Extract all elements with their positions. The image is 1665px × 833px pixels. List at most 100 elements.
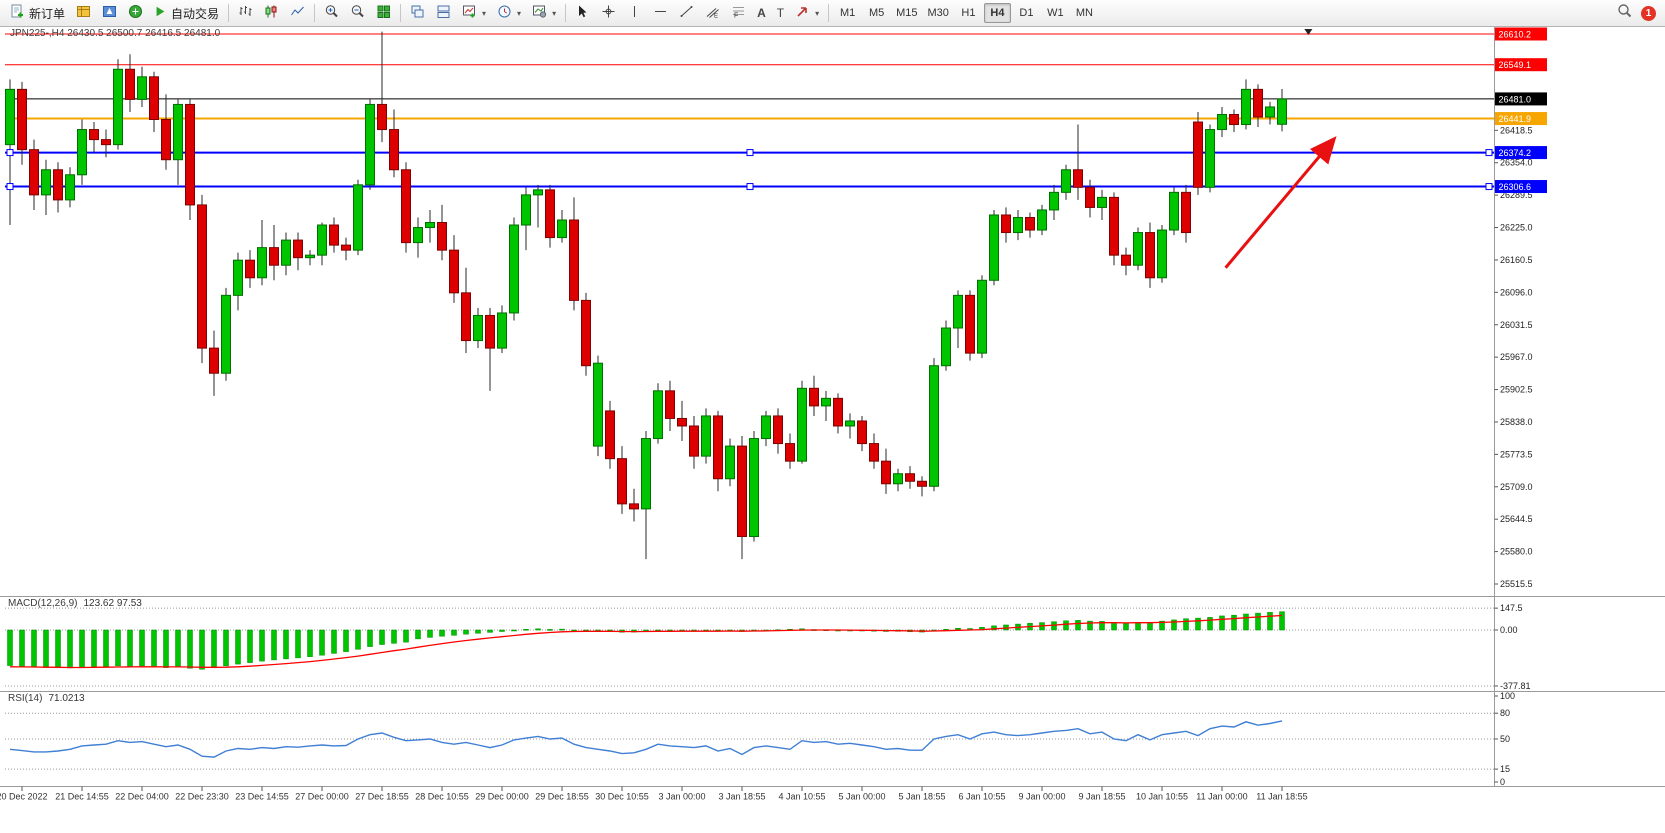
time-label[interactable]: 6 Jan 10:55: [958, 792, 1005, 802]
timeframe-h4[interactable]: H4: [983, 3, 1011, 23]
macd-scale-label[interactable]: 0.00: [1500, 625, 1518, 635]
line-chart-button[interactable]: [285, 1, 310, 25]
timeframe-mn[interactable]: MN: [1071, 3, 1098, 23]
rsi-scale-label[interactable]: 80: [1500, 708, 1510, 718]
tile-windows-button[interactable]: [371, 1, 396, 25]
period-button[interactable]: ▾: [492, 1, 526, 25]
new-order-button[interactable]: 新订单: [5, 1, 70, 25]
price-tick-label[interactable]: 26160.5: [1500, 255, 1533, 265]
fibonacci-tool-button[interactable]: F: [726, 1, 751, 25]
trendline-tool-button[interactable]: [674, 1, 699, 25]
macd-scale-label[interactable]: 147.5: [1500, 603, 1523, 613]
macd-scale-label[interactable]: -377.81: [1500, 681, 1531, 691]
trend-arrow[interactable]: [1224, 136, 1337, 269]
rsi-scale-label[interactable]: 15: [1500, 764, 1510, 774]
rsi-scale-label[interactable]: 100: [1500, 691, 1515, 701]
time-label[interactable]: 29 Dec 18:55: [535, 792, 589, 802]
candle-chart-button[interactable]: [259, 1, 284, 25]
timeframe-m15[interactable]: M15: [892, 3, 921, 23]
timeframe-m5[interactable]: M5: [863, 3, 890, 23]
price-tick-label[interactable]: 25709.0: [1500, 482, 1533, 492]
new-chart-icon: [462, 4, 477, 22]
templates-button[interactable]: ▾: [527, 1, 561, 25]
price-scale[interactable]: 26418.5 26354.0 26289.5 26225.0 26160.5 26096…: [1494, 27, 1548, 590]
chart-title: JPN225-,H4 26430.5 26500.7 26416.5 26481…: [10, 28, 221, 39]
time-label[interactable]: 3 Jan 00:00: [658, 792, 705, 802]
timeframe-m1[interactable]: M1: [834, 3, 861, 23]
line-handle[interactable]: [1485, 149, 1493, 157]
time-label[interactable]: 23 Dec 14:55: [235, 792, 289, 802]
shift-marker[interactable]: [1304, 29, 1313, 35]
notification-badge[interactable]: 1: [1641, 5, 1656, 21]
time-label[interactable]: 5 Jan 18:55: [898, 792, 945, 802]
time-label[interactable]: 9 Jan 00:00: [1018, 792, 1065, 802]
cascade-windows-button[interactable]: [405, 1, 430, 25]
time-label[interactable]: 27 Dec 00:00: [295, 792, 349, 802]
price-tick-label[interactable]: 25773.5: [1500, 449, 1533, 459]
label-tool-button[interactable]: T: [772, 1, 789, 25]
crosshair-tool-button[interactable]: [596, 1, 621, 25]
price-tick-label[interactable]: 25644.5: [1500, 514, 1533, 524]
time-label[interactable]: 20 Dec 2022: [0, 792, 48, 802]
search-icon[interactable]: [1617, 3, 1633, 24]
bar-chart-button[interactable]: [233, 1, 258, 25]
timeframe-w1[interactable]: W1: [1042, 3, 1069, 23]
price-tick-label[interactable]: 26031.5: [1500, 320, 1533, 330]
time-label[interactable]: 10 Jan 10:55: [1136, 792, 1188, 802]
channel-tool-button[interactable]: E: [700, 1, 725, 25]
price-tick-label[interactable]: 25515.5: [1500, 579, 1533, 589]
rsi-name: RSI(14): [8, 693, 43, 704]
price-tick-label[interactable]: 26225.0: [1500, 223, 1533, 233]
auto-trading-label: 自动交易: [171, 6, 220, 21]
macd-signal-line: [9, 614, 1283, 669]
new-chart-button[interactable]: ▾: [457, 1, 491, 25]
arrows-tool-button[interactable]: ▾: [790, 1, 824, 25]
zoom-out-button[interactable]: [345, 1, 370, 25]
text-tool-button[interactable]: A: [752, 1, 771, 25]
price-tick-label[interactable]: 26418.5: [1500, 125, 1533, 135]
timeframe-m30[interactable]: M30: [924, 3, 953, 23]
auto-trading-button[interactable]: 自动交易: [149, 1, 224, 25]
line-handle[interactable]: [6, 183, 14, 191]
terminal-button[interactable]: [123, 1, 148, 25]
cursor-tool-button[interactable]: [570, 1, 595, 25]
time-label[interactable]: 22 Dec 04:00: [115, 792, 169, 802]
horizontal-line-tool-button[interactable]: [648, 1, 673, 25]
time-label[interactable]: 3 Jan 18:55: [718, 792, 765, 802]
price-tick-label[interactable]: 26096.0: [1500, 287, 1533, 297]
price-tick-label[interactable]: 25580.0: [1500, 547, 1533, 557]
price-tick-label[interactable]: 25838.0: [1500, 417, 1533, 427]
zoom-in-button[interactable]: [319, 1, 344, 25]
time-label[interactable]: 5 Jan 00:00: [838, 792, 885, 802]
time-label[interactable]: 30 Dec 10:55: [595, 792, 649, 802]
line-handle[interactable]: [1485, 183, 1493, 191]
navigator-button[interactable]: [97, 1, 122, 25]
timeframe-h1[interactable]: H1: [955, 3, 982, 23]
time-label[interactable]: 21 Dec 14:55: [55, 792, 109, 802]
tile-horizontal-button[interactable]: [431, 1, 456, 25]
price-tick-label[interactable]: 26289.5: [1500, 190, 1533, 200]
rsi-scale-label[interactable]: 0: [1500, 777, 1505, 787]
time-label[interactable]: 4 Jan 10:55: [778, 792, 825, 802]
time-label[interactable]: 27 Dec 18:55: [355, 792, 409, 802]
line-handle[interactable]: [6, 149, 14, 157]
rsi-scale-label[interactable]: 50: [1500, 734, 1510, 744]
time-label[interactable]: 9 Jan 18:55: [1078, 792, 1125, 802]
candles: [5, 31, 1287, 560]
time-label[interactable]: 22 Dec 23:30: [175, 792, 229, 802]
price-tick-label[interactable]: 25967.0: [1500, 352, 1533, 362]
time-label[interactable]: 29 Dec 00:00: [475, 792, 529, 802]
rsi-label: RSI(14) 71.0213: [8, 693, 85, 704]
time-label[interactable]: 11 Jan 00:00: [1196, 792, 1247, 802]
timeframe-d1[interactable]: D1: [1013, 3, 1040, 23]
line-handle[interactable]: [746, 183, 754, 191]
time-label[interactable]: 11 Jan 18:55: [1256, 792, 1307, 802]
market-watch-button[interactable]: [71, 1, 96, 25]
price-tick-label[interactable]: 26354.0: [1500, 158, 1533, 168]
time-axis[interactable]: 20 Dec 2022 21 Dec 14:55 22 Dec 04:00 22 De…: [0, 786, 1308, 802]
time-label[interactable]: 28 Dec 10:55: [415, 792, 469, 802]
line-handle[interactable]: [746, 149, 754, 157]
price-tick-label[interactable]: 25902.5: [1500, 385, 1533, 395]
vertical-line-tool-button[interactable]: [622, 1, 647, 25]
chevron-down-icon: ▾: [552, 8, 557, 18]
